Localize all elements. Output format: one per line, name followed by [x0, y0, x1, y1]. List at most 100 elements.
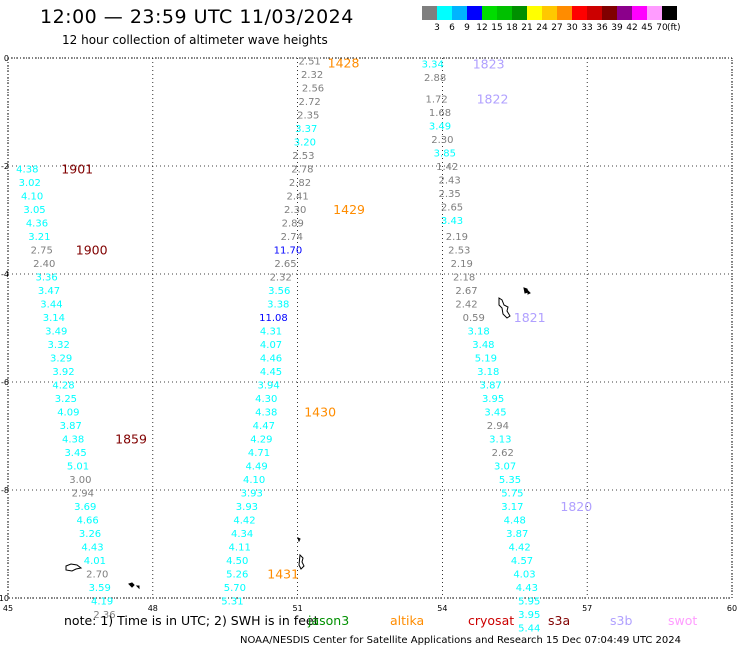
swh-value-label: 4.11: [229, 543, 251, 554]
color-scale-swatch: [602, 6, 617, 20]
swh-value-label: 4.31: [260, 327, 282, 338]
island-outline: [65, 563, 83, 572]
swh-value-label: 4.50: [226, 556, 248, 567]
color-scale-swatch: [557, 6, 572, 20]
swh-value-label: 4.03: [513, 570, 535, 581]
swh-value-label: 5.31: [221, 597, 243, 608]
swh-value-label: 3.49: [45, 327, 67, 338]
satellite-legend-item: s3b: [610, 613, 633, 628]
swh-value-label: 11.08: [259, 313, 288, 324]
swh-value-label: 3.05: [23, 205, 45, 216]
map-frame: [7, 57, 733, 599]
swh-value-label: 2.41: [286, 192, 308, 203]
color-scale-label: 21: [521, 23, 533, 33]
swh-value-label: 4.42: [508, 543, 530, 554]
swh-value-label: 5.19: [475, 354, 497, 365]
color-scale-label: 15: [491, 23, 503, 33]
color-scale-swatch: [542, 6, 557, 20]
swh-value-label: 2.19: [446, 232, 468, 243]
swh-value-label: 3.14: [43, 313, 65, 324]
swh-value-label: 3.56: [268, 286, 290, 297]
swh-value-label: 3.34: [422, 59, 444, 70]
units-note: note: 1) Time is in UTC; 2) SWH is in fe…: [64, 613, 319, 628]
swh-value-label: 3.38: [267, 300, 289, 311]
swh-value-label: 2.43: [439, 176, 461, 187]
swh-value-label: 4.46: [260, 354, 282, 365]
color-scale-swatch: [632, 6, 647, 20]
satellite-legend-item: swot: [668, 613, 698, 628]
color-scale-swatch: [617, 6, 632, 20]
swh-value-label: 2.40: [33, 259, 55, 270]
swh-value-label: 1.42: [436, 162, 458, 173]
swh-value-label: 4.07: [260, 340, 282, 351]
swh-value-label: 2.36: [93, 610, 115, 621]
swh-value-label: 3.25: [55, 394, 77, 405]
color-scale-label: 39: [611, 23, 623, 33]
swh-value-label: 5.01: [67, 462, 89, 473]
swh-value-label: 2.32: [301, 70, 323, 81]
swh-value-label: 4.48: [504, 516, 526, 527]
swh-value-label: 4.45: [260, 367, 282, 378]
lon-tick-label: 60: [727, 604, 737, 613]
swh-value-label: 5.35: [499, 475, 521, 486]
color-scale-swatch: [422, 6, 437, 20]
swh-value-label: 3.92: [52, 367, 74, 378]
color-scale-swatch: [662, 6, 677, 20]
swh-value-label: 2.65: [274, 259, 296, 270]
color-scale-label: 42: [626, 23, 638, 33]
swh-value-label: 3.87: [60, 421, 82, 432]
swh-value-label: 3.20: [294, 138, 316, 149]
swh-value-label: 11.70: [274, 246, 303, 257]
swh-value-label: 2.32: [270, 273, 292, 284]
color-scale-swatch: [437, 6, 452, 20]
swh-value-label: 3.95: [518, 610, 540, 621]
color-scale-label: 70: [656, 23, 668, 33]
swh-value-label: 2.42: [455, 300, 477, 311]
swh-value-label: 3.94: [258, 381, 280, 392]
lat-tick-label: -2: [1, 162, 9, 171]
color-scale-swatch: [572, 6, 587, 20]
pass-time-label: 1821: [514, 310, 546, 325]
swh-value-label: 4.10: [21, 192, 43, 203]
swh-value-label: 3.07: [494, 462, 516, 473]
swh-value-label: 3.37: [295, 124, 317, 135]
pass-time-label: 1823: [473, 56, 505, 71]
swh-value-label: 2.88: [424, 73, 446, 84]
color-scale-label: 30: [566, 23, 578, 33]
swh-value-label: 4.34: [231, 529, 253, 540]
swh-value-label: 3.45: [484, 408, 506, 419]
swh-value-label: 4.71: [248, 448, 270, 459]
swh-value-label: 3.21: [28, 232, 50, 243]
swh-value-label: 3.18: [477, 367, 499, 378]
swh-value-label: 2.94: [72, 489, 94, 500]
pass-time-label: 1428: [328, 56, 360, 71]
swh-value-label: 4.38: [255, 408, 277, 419]
swh-value-label: 4.19: [91, 597, 113, 608]
swh-value-label: 4.42: [233, 516, 255, 527]
swh-value-label: 3.87: [480, 381, 502, 392]
swh-value-label: 2.94: [487, 421, 509, 432]
island-outline: [128, 582, 140, 590]
swh-value-label: 2.72: [299, 97, 321, 108]
swh-value-label: 4.10: [243, 475, 265, 486]
swh-value-label: 2.75: [31, 246, 53, 257]
swh-value-label: 4.29: [250, 435, 272, 446]
swh-value-label: 3.00: [69, 475, 91, 486]
swh-value-label: 3.95: [482, 394, 504, 405]
swh-value-label: 2.62: [492, 448, 514, 459]
swh-value-label: 2.51: [299, 57, 321, 68]
swh-value-label: 2.65: [441, 203, 463, 214]
lon-tick-label: 48: [148, 604, 158, 613]
color-scale-label: 9: [464, 23, 470, 33]
swh-value-label: 4.49: [245, 462, 267, 473]
swh-value-label: 2.89: [282, 219, 304, 230]
island-outline: [498, 297, 511, 319]
swh-value-label: 4.28: [52, 381, 74, 392]
swh-value-label: 3.36: [35, 273, 57, 284]
pass-time-label: 1820: [560, 499, 592, 514]
swh-value-label: 3.49: [429, 122, 451, 133]
swh-value-label: 4.43: [81, 543, 103, 554]
pass-time-label: 1900: [76, 243, 108, 258]
